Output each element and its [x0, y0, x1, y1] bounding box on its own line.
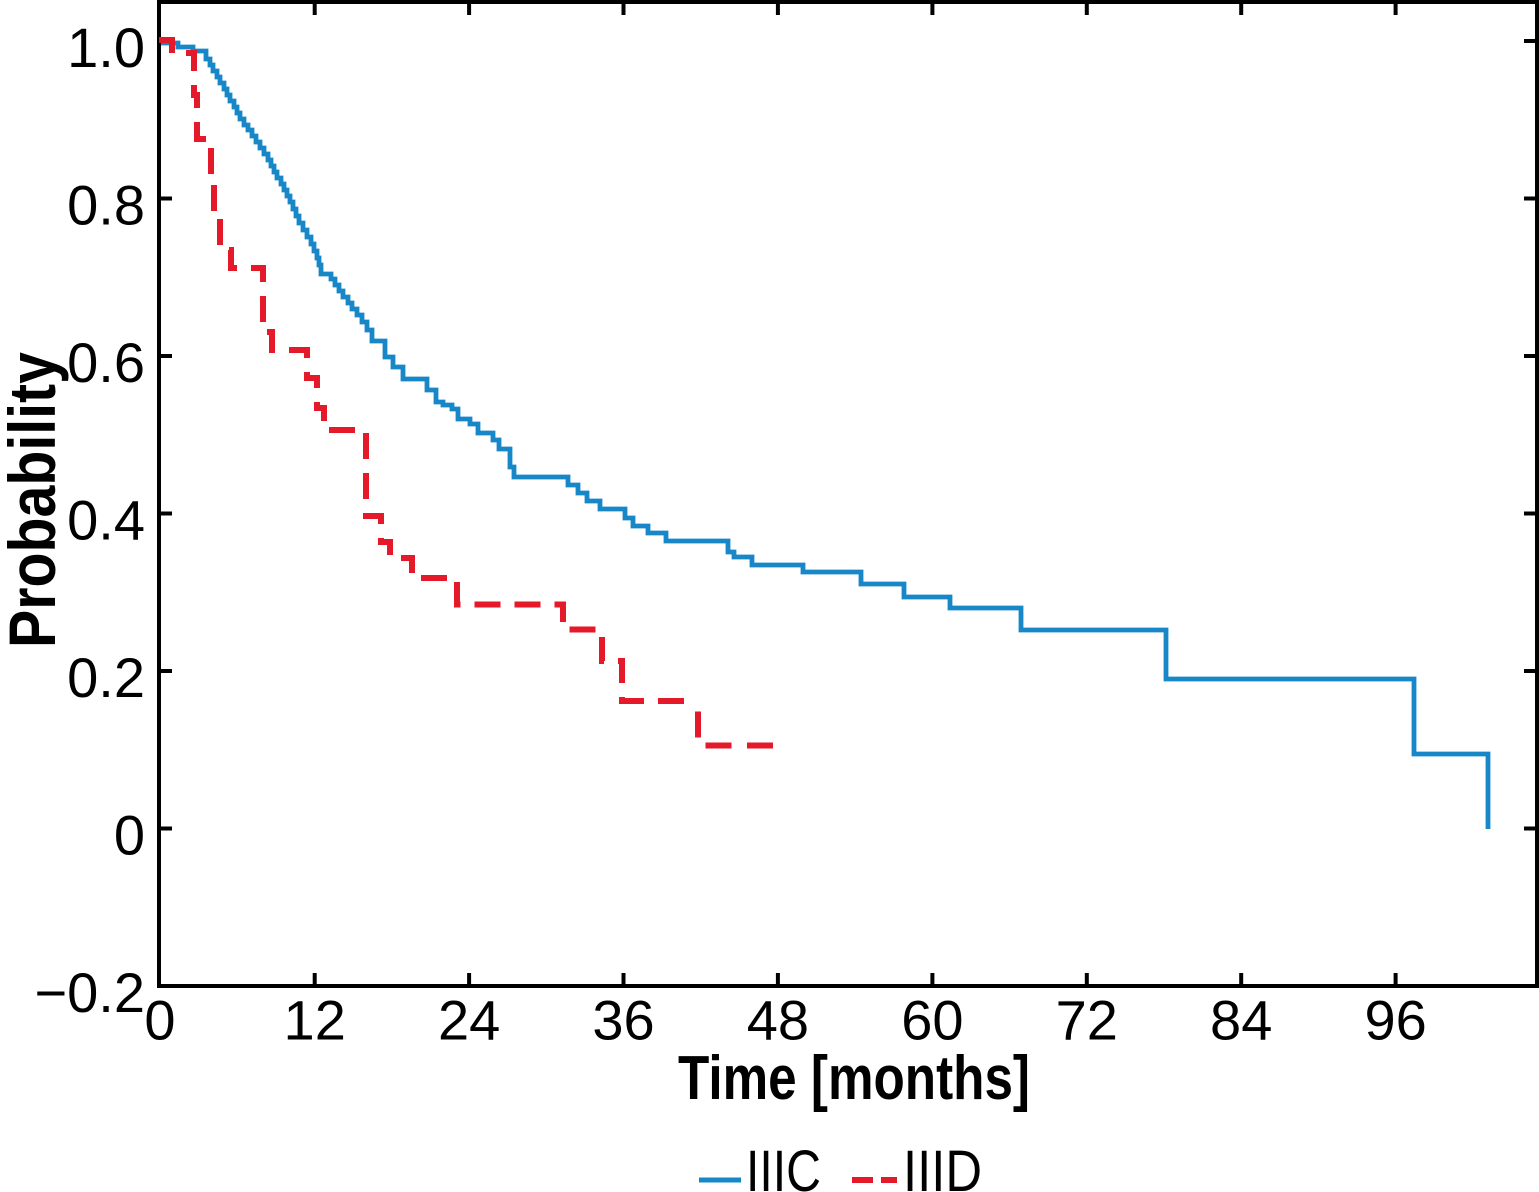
svg-text:Probability: Probability [0, 352, 69, 648]
svg-text:IIIC: IIIC [746, 1139, 821, 1192]
svg-text:1.0: 1.0 [67, 16, 145, 79]
svg-text:60: 60 [901, 989, 963, 1052]
svg-text:12: 12 [284, 989, 346, 1052]
svg-text:0.2: 0.2 [67, 646, 145, 709]
svg-text:IIID: IIID [903, 1139, 982, 1192]
svg-text:36: 36 [592, 989, 654, 1052]
svg-text:Time [months]: Time [months] [678, 1044, 1030, 1113]
svg-text:84: 84 [1210, 989, 1272, 1052]
svg-text:0.4: 0.4 [67, 489, 145, 552]
svg-text:0.8: 0.8 [67, 174, 145, 237]
svg-text:96: 96 [1364, 989, 1426, 1052]
svg-text:0: 0 [114, 804, 145, 867]
svg-text:−0.2: −0.2 [34, 961, 145, 1024]
svg-text:0.6: 0.6 [67, 331, 145, 394]
svg-text:72: 72 [1056, 989, 1118, 1052]
svg-text:0: 0 [144, 989, 175, 1052]
svg-text:48: 48 [747, 989, 809, 1052]
svg-text:24: 24 [438, 989, 500, 1052]
